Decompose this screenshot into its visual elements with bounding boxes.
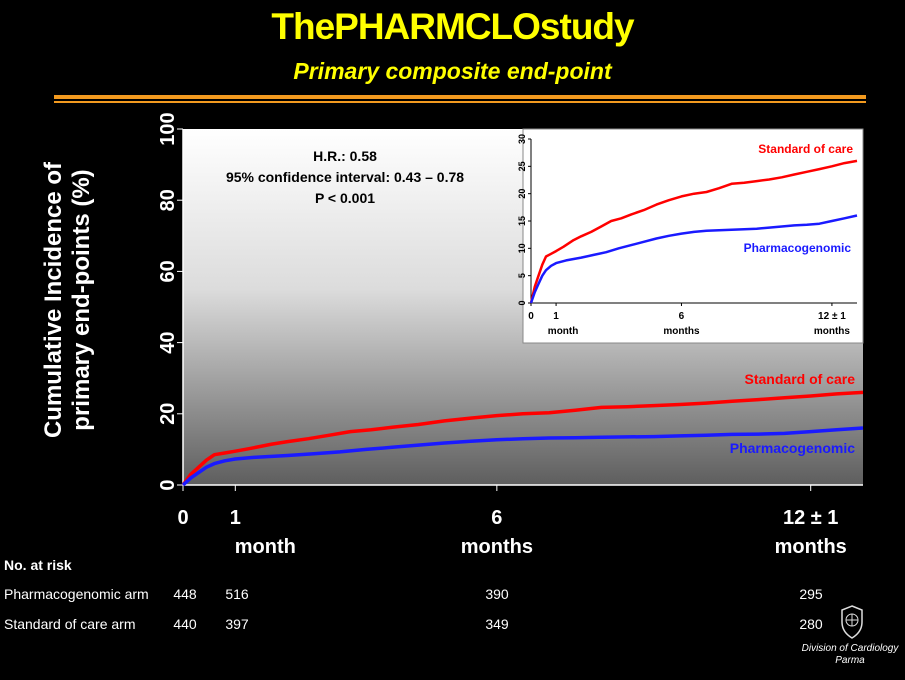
at-risk-value: 440 <box>173 616 197 632</box>
y-tick-label: 30 <box>517 134 527 144</box>
x-tick-unit: month <box>548 326 579 337</box>
title-rule-thin <box>54 101 866 103</box>
x-tick-label: 12 ± 1 <box>783 507 838 529</box>
inset-background <box>522 128 864 344</box>
x-tick-unit: months <box>775 536 847 558</box>
x-tick-label: 0 <box>528 311 534 322</box>
at-risk-row-label: Pharmacogenomic arm <box>4 586 149 602</box>
annotation-line: 95% confidence interval: 0.43 – 0.78 <box>226 169 464 185</box>
at-risk-value: 280 <box>799 616 823 632</box>
y-tick-label: 80 <box>157 189 179 211</box>
page-title: ThePHARMCLOstudy <box>271 6 634 47</box>
at-risk-value: 516 <box>225 586 249 602</box>
credit: Division of Cardiology Parma <box>790 643 905 667</box>
series-line <box>529 214 858 304</box>
y-tick-label: 100 <box>157 112 179 145</box>
series-line <box>181 426 864 487</box>
series-label: Pharmacogenomic <box>730 440 855 456</box>
x-tick-unit: months <box>814 326 851 337</box>
annotation-line: P < 0.001 <box>315 190 375 206</box>
y-tick-label: 0 <box>157 479 179 490</box>
x-tick-unit: months <box>663 326 700 337</box>
credit-line2: Parma <box>835 655 865 666</box>
x-tick-unit: month <box>235 536 296 558</box>
series-line <box>529 159 858 304</box>
page-subtitle: Primary composite end-point <box>293 58 612 84</box>
at-risk-value: 448 <box>173 586 197 602</box>
y-tick-label: 40 <box>157 331 179 353</box>
credit-line1: Division of Cardiology <box>801 643 899 654</box>
series-line <box>181 390 864 487</box>
y-tick-label: 5 <box>517 273 527 278</box>
at-risk-value: 390 <box>485 586 509 602</box>
at-risk-value: 349 <box>485 616 509 632</box>
y-tick-label: 20 <box>517 189 527 199</box>
y-tick-label: 0 <box>517 300 527 305</box>
x-tick-label: 6 <box>679 311 685 322</box>
at-risk-value: 397 <box>225 616 249 632</box>
x-tick-unit: months <box>461 536 533 558</box>
x-tick-label: 1 <box>553 311 559 322</box>
at-risk-row-label: Standard of care arm <box>4 616 136 632</box>
annotation-line: H.R.: 0.58 <box>313 148 377 164</box>
university-seal-icon <box>841 605 863 639</box>
x-tick-label: 6 <box>491 507 502 529</box>
x-tick-label: 1 <box>230 507 241 529</box>
x-tick-label: 12 ± 1 <box>818 311 846 322</box>
at-risk-heading: No. at risk <box>4 557 72 573</box>
y-tick-label: 10 <box>517 243 527 253</box>
title-rule <box>54 95 866 99</box>
series-label: Standard of care <box>758 142 853 156</box>
series-label: Pharmacogenomic <box>744 241 852 255</box>
x-tick-label: 0 <box>177 507 188 529</box>
y-tick-label: 60 <box>157 260 179 282</box>
series-label: Standard of care <box>745 371 856 387</box>
y-tick-label: 25 <box>517 161 527 171</box>
at-risk-value: 295 <box>799 586 823 602</box>
y-tick-label: 15 <box>517 216 527 226</box>
y-axis-label: Cumulative Incidence of primary end-poin… <box>40 161 95 439</box>
y-tick-label: 20 <box>157 403 179 425</box>
